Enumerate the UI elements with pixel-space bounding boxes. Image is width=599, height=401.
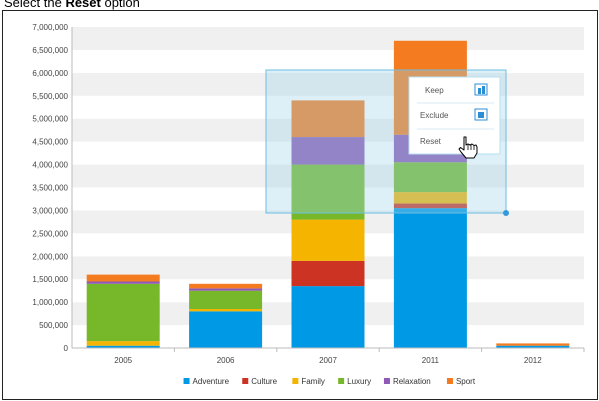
menu-item-exclude-label: Exclude [420,111,449,120]
y-axis: 0 500,000 1,000,000 1,500,000 2,000,000 2,500… [32,23,73,353]
legend-item[interactable]: Family [292,377,325,386]
bar-segment[interactable] [393,162,467,193]
bar-segment[interactable] [86,274,160,282]
exclude-icon [474,108,488,121]
x-tick-label: 2011 [422,356,440,365]
y-tick-label: 3,000,000 [32,206,68,215]
y-tick-label: 5,000,000 [32,115,68,124]
bar-segment[interactable] [496,345,570,348]
bar-segment[interactable] [189,283,263,289]
menu-item-exclude[interactable]: Exclude [410,105,499,125]
bar-segment[interactable] [496,343,570,346]
x-tick-label: 2007 [319,356,337,365]
bars [86,40,570,348]
y-tick-label: 7,000,000 [32,23,68,32]
y-tick-label: 2,000,000 [32,252,68,261]
y-tick-label: 3,500,000 [32,184,68,193]
bar-segment[interactable] [393,192,467,204]
y-tick-label: 4,000,000 [32,161,68,170]
legend-item[interactable]: Relaxation [383,377,431,386]
grid-band [72,27,584,50]
x-tick-label: 2012 [524,356,542,365]
menu-item-keep[interactable]: Keep [410,80,499,100]
bar-segment[interactable] [393,203,467,209]
legend-swatch [446,378,453,384]
bar-segment[interactable] [189,290,263,310]
bar-segment[interactable] [189,309,263,312]
legend-label: Culture [251,377,277,386]
bar-segment[interactable] [291,286,365,348]
y-tick-label: 1,000,000 [32,298,68,307]
bar-segment[interactable] [86,341,160,346]
bar-segment[interactable] [291,100,365,138]
legend-label: Family [301,377,325,386]
grid-band [72,49,584,73]
y-tick-label: 500,000 [39,321,68,330]
y-tick-label: 4,500,000 [32,138,68,147]
bar-segment[interactable] [86,345,160,348]
legend-swatch [292,378,299,384]
bar-segment[interactable] [291,137,365,165]
x-tick-label: 2005 [114,356,132,365]
bar-segment[interactable] [291,164,365,220]
menu-item-reset-label: Reset [420,137,442,146]
instruction-caption: Select the Reset option [4,0,140,10]
caption-prefix: Select the [4,0,66,10]
legend-item[interactable]: Luxury [338,377,371,386]
x-axis: 2005 2006 2007 2011 2012 [72,347,585,365]
keep-icon [474,83,488,96]
legend-swatch [383,378,390,384]
legend-item[interactable]: Sport [446,377,476,386]
selection-resize-handle[interactable] [503,210,509,216]
caption-suffix: option [100,0,140,10]
bar-segment[interactable] [291,219,365,261]
context-menu: Keep Exclude Reset [408,76,501,155]
menu-item-keep-label: Keep [425,86,444,95]
x-tick-label: 2006 [217,356,235,365]
legend-swatch [242,378,249,384]
bar-segment[interactable] [393,208,467,348]
legend-label: Sport [456,377,476,386]
bar-segment[interactable] [291,260,365,287]
caption-bold: Reset [65,0,101,10]
menu-item-reset[interactable]: Reset [410,131,499,151]
bar-segment[interactable] [189,311,263,348]
y-tick-label: 1,500,000 [32,275,68,284]
legend-swatch [183,378,190,384]
y-tick-label: 5,500,000 [32,92,68,101]
bar-segment[interactable] [86,283,160,342]
y-tick-label: 6,000,000 [32,69,68,78]
legend-item[interactable]: Culture [242,377,278,386]
legend-label: Adventure [193,377,230,386]
hand-cursor-icon [458,136,478,159]
legend-swatch [338,378,345,384]
legend-label: Relaxation [393,377,431,386]
y-tick-label: 0 [64,344,69,353]
chart-frame [2,10,598,400]
legend: Adventure Culture Family Luxury Relaxation Sp… [183,377,476,386]
legend-item[interactable]: Adventure [183,377,230,386]
bar-segment[interactable] [189,288,263,291]
y-tick-label: 2,500,000 [32,229,68,238]
legend-label: Luxury [347,377,371,386]
bar-segment[interactable] [86,281,160,284]
y-tick-label: 6,500,000 [32,46,68,55]
